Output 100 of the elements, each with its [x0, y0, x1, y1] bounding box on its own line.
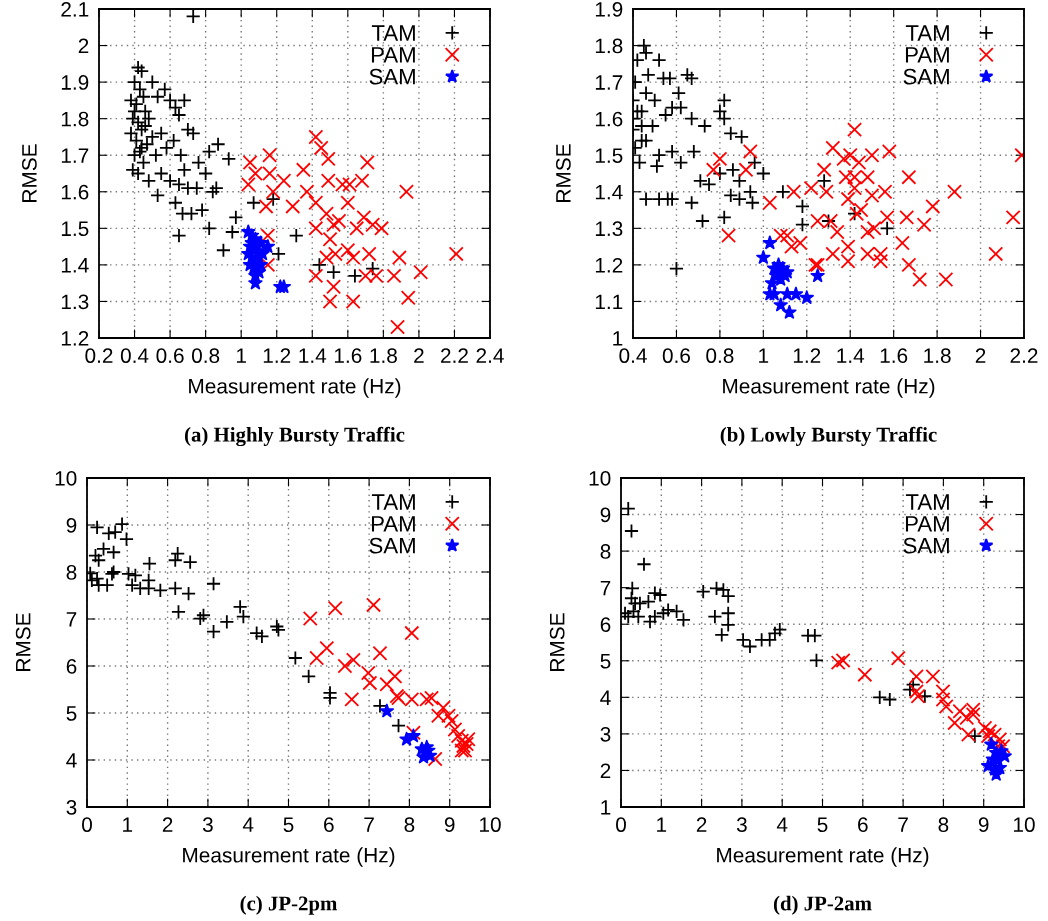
x-tick-label: 5 [817, 817, 828, 833]
legend-label: PAM [371, 47, 415, 63]
legend-label: PAM [371, 516, 415, 532]
y-tick-label: 1.5 [595, 148, 623, 163]
legend-label: SAM [903, 68, 949, 85]
x-tick-label: 6 [858, 817, 868, 833]
x-tick-label: 1 [759, 348, 769, 363]
y-tick-label: 1.3 [61, 294, 89, 310]
x-tick-label: 1 [236, 348, 246, 363]
x-tick-label: 2 [975, 348, 986, 363]
x-tick-label: 0.8 [191, 348, 220, 364]
x-tick-label: 0.4 [120, 348, 149, 364]
text: (b) Lowly Bursty Traffic [720, 426, 937, 446]
x-tick-label: 0.2 [85, 348, 113, 364]
legend-label: SAM [369, 537, 415, 554]
x-axis-title: Measurement rate (Hz) [717, 847, 929, 867]
y-axis-title: RMSE [22, 144, 37, 202]
y-tick-label: 1.9 [61, 75, 89, 90]
y-tick-label: 1.4 [595, 184, 623, 200]
y-axis-title: RMSE [15, 613, 31, 671]
x-tick-label: 4 [242, 817, 254, 832]
x-tick-label: 2.2 [441, 348, 468, 363]
x-tick-label: 0 [82, 817, 92, 833]
legend-label: SAM [369, 68, 415, 85]
x-tick-label: 7 [364, 817, 374, 832]
legend-label: TAM [371, 25, 415, 41]
x-tick-label: 1.6 [334, 348, 362, 364]
y-axis-title: RMSE [556, 144, 571, 202]
x-tick-label: 1.4 [299, 348, 327, 363]
y-tick-label: 1.8 [61, 111, 89, 127]
y-tick-label: 7 [600, 580, 611, 596]
y-tick-label: 5 [600, 653, 611, 669]
x-tick-label: 6 [324, 817, 334, 833]
x-tick-label: 1.8 [924, 348, 951, 364]
x-tick-label: 0.4 [619, 348, 647, 364]
y-tick-label: 1.2 [61, 331, 89, 346]
x-tick-label: 1.2 [793, 348, 821, 363]
x-tick-label: 0.8 [706, 348, 734, 364]
x-tick-label: 8 [938, 817, 949, 833]
text: (d) JP-2am [773, 895, 872, 915]
legend-label: TAM [905, 494, 949, 510]
y-tick-label: 1.5 [61, 221, 89, 237]
x-tick-label: 2 [696, 817, 707, 832]
x-tick-label: 1 [657, 817, 667, 832]
y-tick-label: 1.7 [595, 75, 623, 90]
y-axis-title: RMSE [549, 613, 565, 671]
y-tick-label: 2.1 [61, 2, 89, 17]
x-tick-label: 1.4 [837, 348, 865, 363]
x-tick-label: 1.6 [880, 348, 908, 364]
x-tick-label: 10 [480, 817, 501, 833]
y-tick-label: 1.3 [595, 221, 623, 237]
y-tick-label: 10 [55, 471, 77, 486]
x-tick-label: 2.2 [1010, 348, 1038, 363]
y-tick-label: 1.4 [61, 258, 89, 273]
y-tick-label: 8 [66, 565, 77, 580]
y-tick-label: 4 [600, 690, 611, 705]
text: (a) Highly Bursty Traffic [184, 426, 405, 447]
x-axis-title: Measurement rate (Hz) [189, 378, 401, 398]
y-tick-label: 6 [600, 617, 611, 632]
x-tick-label: 0 [616, 817, 626, 833]
y-tick-label: 2 [600, 763, 611, 778]
x-tick-label: 1.8 [370, 348, 397, 364]
y-tick-label: 4 [66, 753, 77, 768]
x-tick-label: 9 [978, 817, 989, 833]
x-tick-label: 10 [1014, 817, 1035, 833]
y-tick-label: 2 [78, 38, 89, 54]
legend-label: PAM [905, 47, 949, 63]
y-tick-label: 1 [601, 800, 611, 815]
y-tick-label: 1.6 [595, 111, 623, 127]
x-tick-label: 9 [444, 817, 455, 833]
x-tick-label: 3 [202, 817, 213, 833]
y-tick-label: 1 [613, 331, 623, 346]
y-tick-label: 1.1 [595, 294, 623, 309]
x-tick-label: 4 [776, 817, 788, 832]
x-axis-title: Measurement rate (Hz) [723, 378, 935, 398]
x-tick-label: 0.6 [156, 348, 184, 364]
x-tick-label: 7 [898, 817, 908, 832]
y-tick-label: 3 [66, 800, 77, 815]
y-tick-label: 1.9 [595, 2, 623, 17]
y-tick-label: 1.2 [595, 257, 623, 273]
y-tick-label: 7 [66, 612, 77, 627]
x-tick-label: 1.2 [263, 348, 291, 363]
x-tick-label: 0.6 [662, 348, 691, 364]
y-tick-label: 6 [66, 659, 77, 674]
legend-label: SAM [903, 537, 949, 554]
x-tick-label: 2.4 [476, 348, 504, 363]
x-tick-label: 2 [162, 817, 173, 832]
y-tick-label: 9 [600, 507, 611, 523]
x-tick-label: 5 [283, 817, 294, 833]
y-tick-label: 10 [589, 471, 611, 486]
legend-label: TAM [371, 494, 415, 510]
x-tick-label: 1 [123, 817, 133, 832]
legend-label: TAM [905, 25, 949, 41]
y-tick-label: 9 [66, 518, 77, 533]
y-tick-label: 1.8 [595, 38, 623, 54]
y-tick-label: 5 [66, 706, 77, 721]
text: (c) JP-2pm [240, 895, 338, 915]
legend-label: PAM [905, 516, 949, 532]
x-tick-label: 8 [404, 817, 415, 833]
y-tick-label: 3 [600, 726, 611, 742]
